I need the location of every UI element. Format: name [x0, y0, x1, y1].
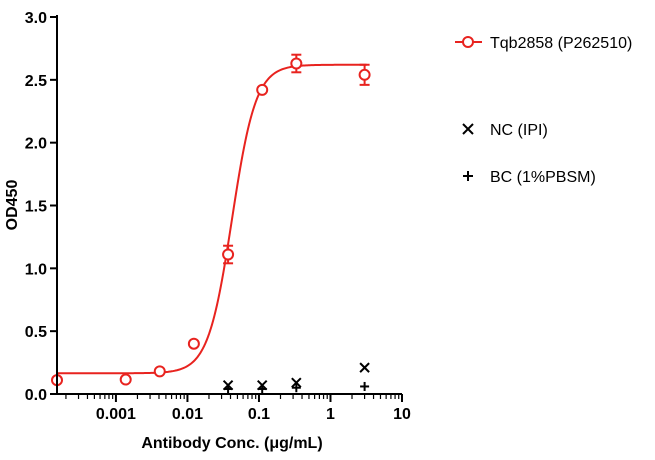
legend-label: Tqb2858 (P262510)	[490, 35, 632, 52]
y-axis-title: OD450	[4, 180, 21, 231]
data-point-stroke	[291, 377, 302, 388]
y-tick-label: 2.5	[25, 73, 47, 90]
plot-area	[51, 53, 371, 394]
data-point	[223, 384, 233, 394]
x-tick-label: 1	[326, 406, 335, 423]
y-tick-label: 0.5	[25, 324, 47, 341]
data-point	[359, 362, 370, 373]
axes: 0.0 0.5 1.0 1.5 2.0 2.5 3.0 0.001 0.01 0.1 1 10	[25, 10, 411, 423]
legend-marker-stroke	[462, 123, 474, 135]
legend-marker	[463, 171, 473, 181]
legend: Tqb2858 (P262510) NC (IPI) BC (1%PBSM)	[455, 35, 632, 186]
x-tick-label: 0.01	[172, 406, 203, 423]
series-0	[51, 53, 371, 387]
data-point	[119, 373, 132, 386]
legend-marker	[462, 36, 474, 48]
legend-item-0: Tqb2858 (P262510)	[455, 35, 632, 52]
data-point	[222, 248, 235, 261]
x-axis-title: Antibody Conc. (μg/mL)	[141, 435, 322, 452]
data-point	[153, 365, 166, 378]
y-tick-label: 0.0	[25, 387, 47, 404]
data-point	[358, 68, 371, 81]
data-point	[257, 384, 267, 394]
legend-label: NC (IPI)	[490, 122, 548, 139]
x-tick-label: 0.001	[96, 406, 136, 423]
x-tick-label: 10	[393, 406, 411, 423]
data-point	[360, 381, 370, 391]
data-point	[291, 383, 301, 393]
y-tick-label: 1.0	[25, 261, 47, 278]
y-tick-label: 2.0	[25, 136, 47, 153]
legend-item-2: BC (1%PBSM)	[463, 169, 596, 186]
x-tick-label: 0.1	[248, 406, 270, 423]
data-point	[290, 57, 303, 70]
series-2	[223, 381, 370, 394]
legend-marker	[462, 123, 474, 135]
y-tick-label: 3.0	[25, 10, 47, 27]
data-point-stroke	[359, 362, 370, 373]
data-point	[256, 83, 269, 96]
legend-item-1: NC (IPI)	[462, 122, 548, 139]
legend-label: BC (1%PBSM)	[490, 169, 596, 186]
fit-curve	[57, 63, 367, 375]
data-point	[291, 377, 302, 388]
data-point	[187, 337, 200, 350]
y-tick-label: 1.5	[25, 199, 47, 216]
